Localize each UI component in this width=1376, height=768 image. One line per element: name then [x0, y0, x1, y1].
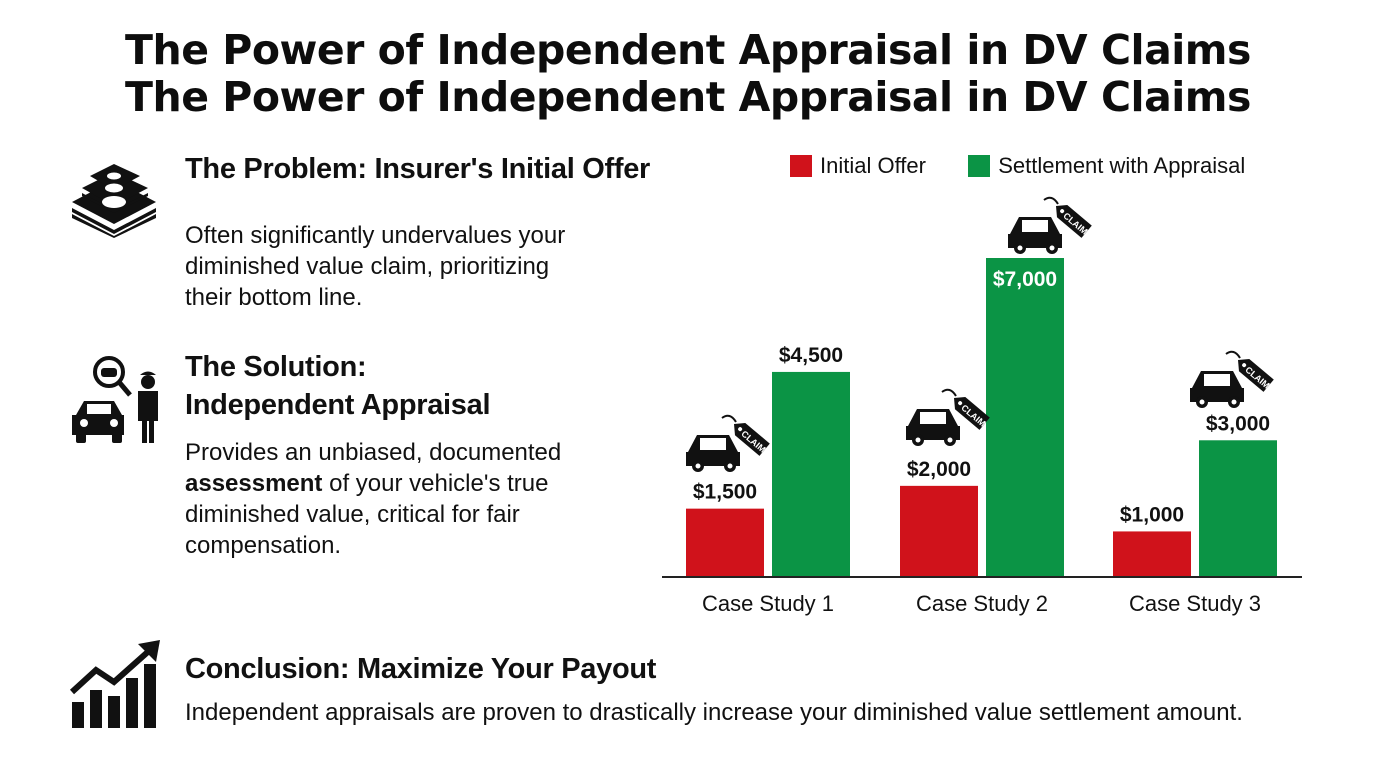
solution-body: Provides an unbiased, documented assessm…	[185, 437, 595, 561]
bar-value-label: $2,000	[907, 458, 971, 481]
legend-swatch-initial-offer	[790, 155, 812, 177]
bar-settlement-1	[772, 371, 850, 577]
solution-heading-line2: Independent Appraisal	[185, 389, 491, 421]
bar-settlement-3	[1199, 440, 1277, 577]
bar-value-label: $7,000	[993, 268, 1057, 291]
solution-heading-line1: The Solution:	[185, 351, 367, 383]
money-stack-icon	[72, 164, 156, 238]
car-claim-icon: CLAIM	[1190, 350, 1274, 408]
bar-value-label: $4,500	[779, 344, 843, 367]
legend-swatch-settlement	[968, 155, 991, 177]
bar-settlement-2	[986, 258, 1064, 577]
bar-chart: $1,500 $4,500 CLAIM Case Study 1 $2,000 $7,00…	[662, 196, 1302, 616]
car-claim-icon: CLAIM	[1008, 196, 1092, 254]
bar-value-label: $1,500	[693, 481, 757, 504]
solution-body-pre: Provides an unbiased, documented	[185, 439, 562, 466]
conclusion-body: Independent appraisals are proven to dra…	[185, 699, 1243, 726]
appraiser-car-icon	[72, 356, 158, 443]
legend-label-settlement: Settlement with Appraisal	[998, 153, 1246, 178]
x-tick-label: Case Study 2	[916, 591, 1048, 616]
problem-heading: The Problem: Insurer's Initial Offer	[185, 153, 651, 185]
solution-body-post: of your vehicle's true diminished value,…	[185, 470, 549, 559]
page-title-repeat: The Power of Independent Appraisal in DV…	[125, 73, 1251, 121]
page-title: The Power of Independent Appraisal in DV…	[125, 26, 1251, 74]
car-claim-icon: CLAIM	[906, 388, 990, 446]
bar-value-label: $3,000	[1206, 412, 1270, 435]
chart-legend: Initial Offer Settlement with Appraisal	[790, 153, 1245, 179]
x-tick-label: Case Study 3	[1129, 591, 1261, 616]
conclusion-heading: Conclusion: Maximize Your Payout	[185, 653, 657, 685]
solution-body-bold: assessment	[185, 470, 323, 497]
bar-value-label: $1,000	[1120, 503, 1184, 526]
bar-initial-offer-2	[900, 485, 978, 577]
growth-chart-icon	[69, 640, 160, 728]
bar-initial-offer-1	[686, 508, 764, 577]
car-claim-icon: CLAIM	[686, 414, 770, 472]
legend-label-initial-offer: Initial Offer	[820, 153, 926, 178]
x-tick-label: Case Study 1	[702, 591, 834, 616]
bar-initial-offer-3	[1113, 531, 1191, 577]
problem-body: Often significantly undervalues your dim…	[185, 222, 566, 311]
